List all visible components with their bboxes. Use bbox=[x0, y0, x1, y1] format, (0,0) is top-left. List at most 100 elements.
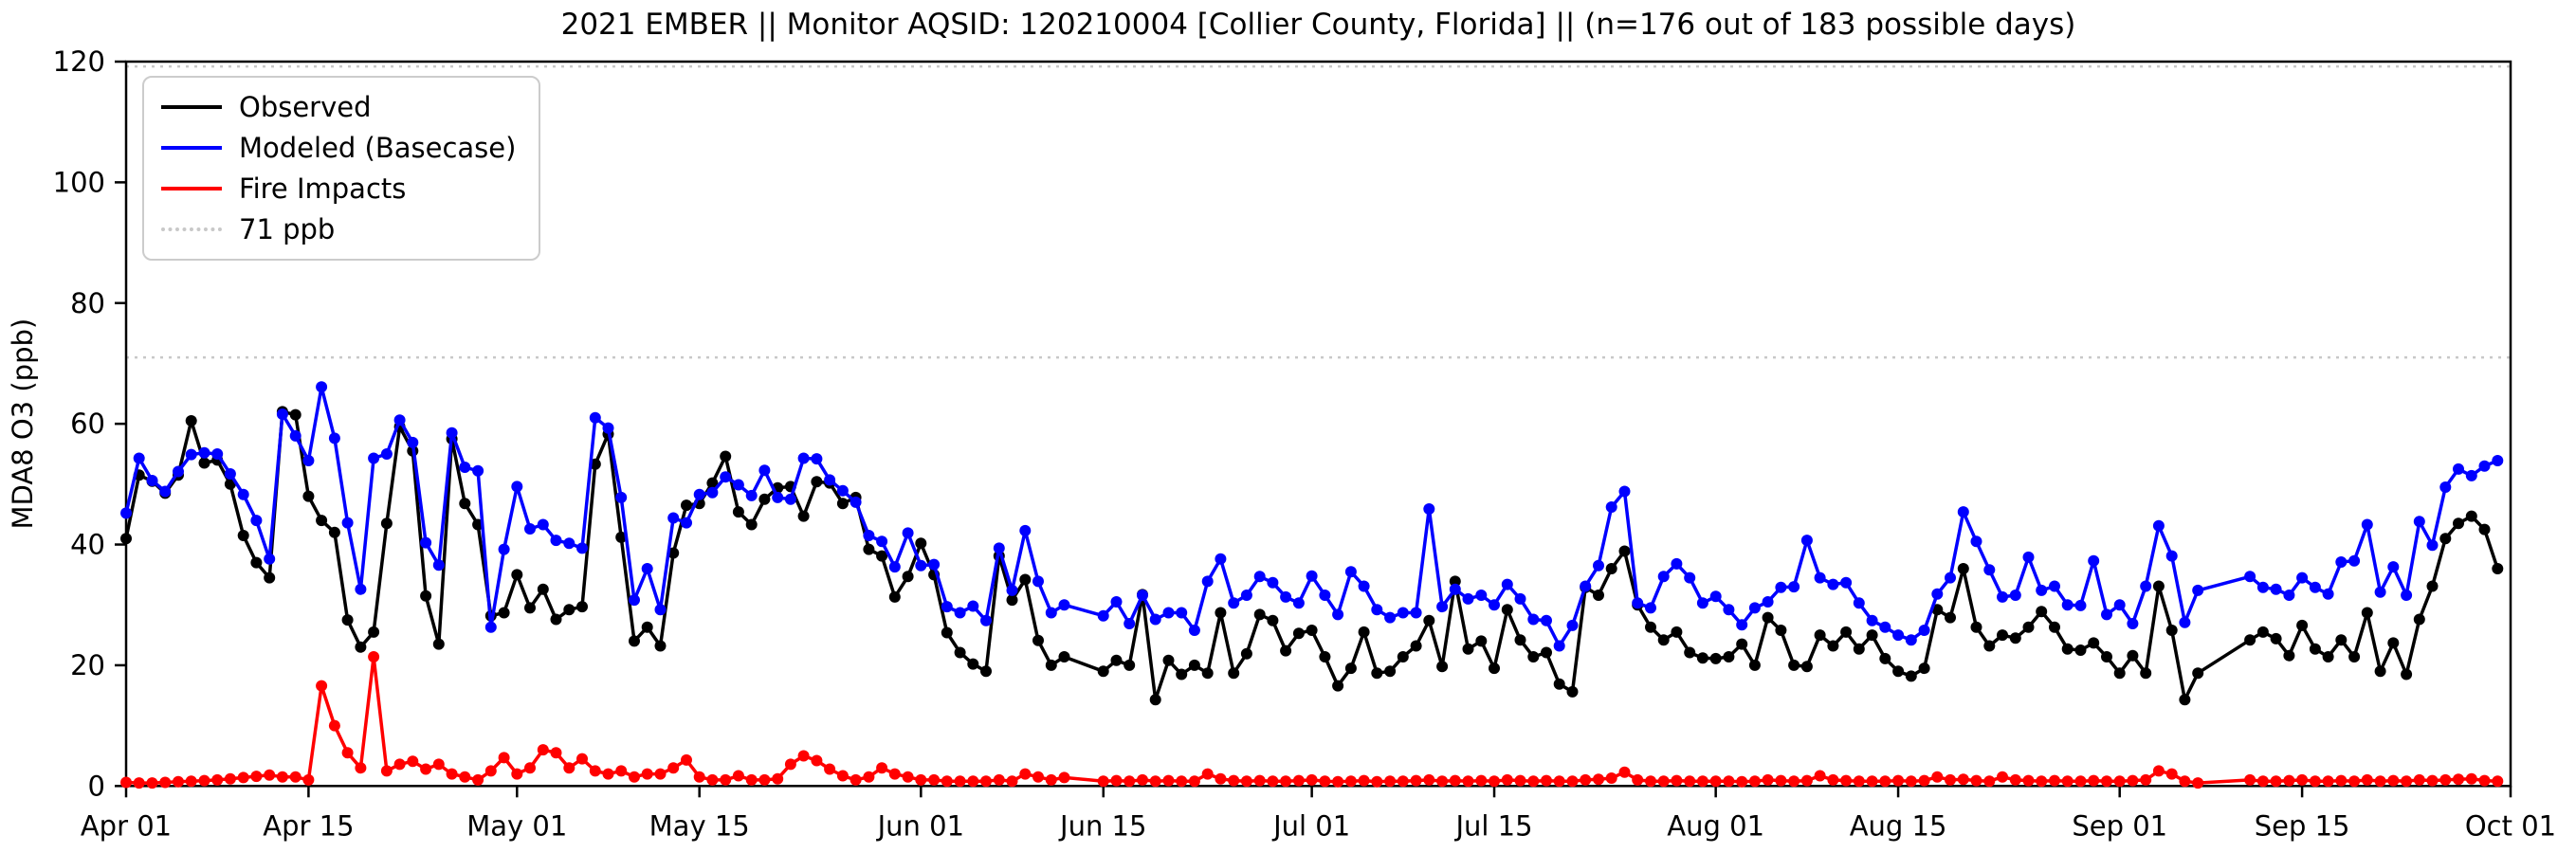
y-tick-label: 0 bbox=[88, 770, 105, 802]
data-point-observed bbox=[1945, 611, 1956, 624]
data-point-fire-impacts bbox=[1110, 774, 1123, 787]
data-point-fire-impacts bbox=[537, 744, 549, 756]
data-point-observed bbox=[1176, 668, 1188, 681]
data-point-modeled-basecase- bbox=[876, 535, 888, 548]
data-point-fire-impacts bbox=[1553, 775, 1565, 788]
data-point-observed bbox=[368, 626, 380, 638]
data-point-fire-impacts bbox=[2244, 773, 2256, 786]
y-tick-label: 80 bbox=[70, 287, 105, 319]
data-point-modeled-basecase- bbox=[1280, 590, 1292, 603]
data-point-fire-impacts bbox=[2101, 775, 2112, 788]
data-point-observed bbox=[1853, 643, 1865, 655]
data-point-observed bbox=[1775, 625, 1787, 636]
data-point-fire-impacts bbox=[863, 771, 875, 783]
data-point-modeled-basecase- bbox=[1137, 590, 1148, 601]
data-point-fire-impacts bbox=[1032, 771, 1044, 783]
data-point-modeled-basecase- bbox=[1319, 590, 1331, 601]
data-point-fire-impacts bbox=[602, 768, 614, 780]
data-point-fire-impacts bbox=[1188, 775, 1200, 788]
data-point-fire-impacts bbox=[341, 747, 354, 759]
data-point-fire-impacts bbox=[289, 771, 301, 783]
data-point-observed bbox=[1410, 640, 1422, 652]
data-point-observed bbox=[1215, 607, 1227, 619]
data-point-observed bbox=[1292, 627, 1305, 640]
data-point-fire-impacts bbox=[980, 775, 992, 788]
x-tick-label: Apr 15 bbox=[263, 809, 354, 842]
data-point-fire-impacts bbox=[2453, 773, 2464, 786]
data-point-fire-impacts bbox=[2322, 775, 2334, 788]
data-point-modeled-basecase- bbox=[2453, 463, 2464, 475]
data-point-fire-impacts bbox=[824, 763, 836, 775]
data-point-observed bbox=[1267, 614, 1279, 626]
data-point-observed bbox=[563, 604, 575, 616]
data-point-observed bbox=[1593, 590, 1604, 601]
data-point-modeled-basecase- bbox=[1748, 602, 1761, 614]
data-point-modeled-basecase- bbox=[576, 542, 588, 554]
data-point-fire-impacts bbox=[589, 765, 601, 777]
legend-item-modeled: Modeled (Basecase) bbox=[161, 132, 516, 164]
data-point-fire-impacts bbox=[1840, 774, 1853, 787]
data-point-modeled-basecase- bbox=[1149, 613, 1161, 626]
data-point-observed bbox=[250, 556, 263, 569]
data-point-modeled-basecase- bbox=[2335, 556, 2348, 568]
data-point-fire-impacts bbox=[2127, 774, 2139, 787]
x-tick-label: Sep 15 bbox=[2255, 809, 2350, 842]
x-tick-label: Oct 01 bbox=[2465, 809, 2556, 842]
data-point-fire-impacts bbox=[2492, 775, 2504, 788]
y-tick-label: 100 bbox=[53, 166, 105, 198]
data-point-observed bbox=[1319, 651, 1331, 662]
data-point-fire-impacts bbox=[1593, 773, 1604, 786]
data-point-modeled-basecase- bbox=[980, 614, 992, 626]
data-point-observed bbox=[380, 517, 393, 530]
data-point-modeled-basecase- bbox=[681, 517, 692, 529]
data-point-observed bbox=[706, 477, 719, 489]
data-point-modeled-basecase- bbox=[824, 474, 836, 486]
data-point-modeled-basecase- bbox=[550, 535, 562, 547]
data-point-observed bbox=[1997, 629, 2008, 642]
data-point-fire-impacts bbox=[459, 771, 471, 783]
data-point-observed bbox=[511, 569, 523, 581]
data-point-observed bbox=[1605, 563, 1617, 574]
data-point-fire-impacts bbox=[629, 771, 640, 783]
series-line-fire-impacts bbox=[125, 655, 2498, 785]
data-point-modeled-basecase- bbox=[1489, 599, 1500, 611]
y-tick-label: 40 bbox=[70, 529, 105, 561]
data-point-fire-impacts bbox=[1866, 775, 1878, 788]
data-point-observed bbox=[2088, 637, 2100, 649]
data-point-observed bbox=[198, 457, 210, 469]
data-point-modeled-basecase- bbox=[1671, 557, 1683, 570]
data-point-observed bbox=[237, 530, 249, 541]
data-point-fire-impacts bbox=[1736, 775, 1748, 788]
data-point-modeled-basecase- bbox=[1124, 618, 1136, 629]
data-point-observed bbox=[2140, 667, 2152, 680]
data-point-fire-impacts bbox=[1892, 774, 1905, 787]
data-point-observed bbox=[2322, 651, 2334, 662]
data-point-modeled-basecase- bbox=[1566, 619, 1579, 631]
data-point-modeled-basecase- bbox=[1006, 584, 1018, 596]
data-point-fire-impacts bbox=[446, 768, 458, 780]
data-point-observed bbox=[1957, 563, 1969, 574]
data-point-observed bbox=[2283, 649, 2295, 662]
data-point-observed bbox=[1423, 614, 1435, 626]
data-point-modeled-basecase- bbox=[1541, 614, 1552, 626]
data-point-observed bbox=[185, 415, 197, 426]
data-point-fire-impacts bbox=[811, 754, 823, 767]
data-point-observed bbox=[2022, 621, 2035, 633]
data-point-modeled-basecase- bbox=[1097, 609, 1109, 622]
data-point-observed bbox=[2361, 607, 2373, 619]
data-point-modeled-basecase- bbox=[1775, 581, 1787, 593]
data-point-fire-impacts bbox=[498, 752, 510, 764]
data-point-fire-impacts bbox=[784, 758, 796, 771]
data-point-fire-impacts bbox=[1645, 775, 1656, 788]
x-tick-label: May 01 bbox=[466, 809, 567, 842]
data-point-observed bbox=[2453, 517, 2464, 530]
data-point-fire-impacts bbox=[1176, 775, 1188, 788]
data-point-fire-impacts bbox=[432, 758, 445, 771]
data-point-fire-impacts bbox=[1006, 775, 1018, 788]
data-point-modeled-basecase- bbox=[1215, 553, 1227, 565]
data-point-modeled-basecase- bbox=[1240, 590, 1252, 601]
data-point-modeled-basecase- bbox=[1397, 607, 1409, 619]
y-tick-label: 60 bbox=[70, 408, 105, 440]
data-point-observed bbox=[302, 490, 315, 502]
data-point-modeled-basecase- bbox=[1188, 625, 1200, 636]
